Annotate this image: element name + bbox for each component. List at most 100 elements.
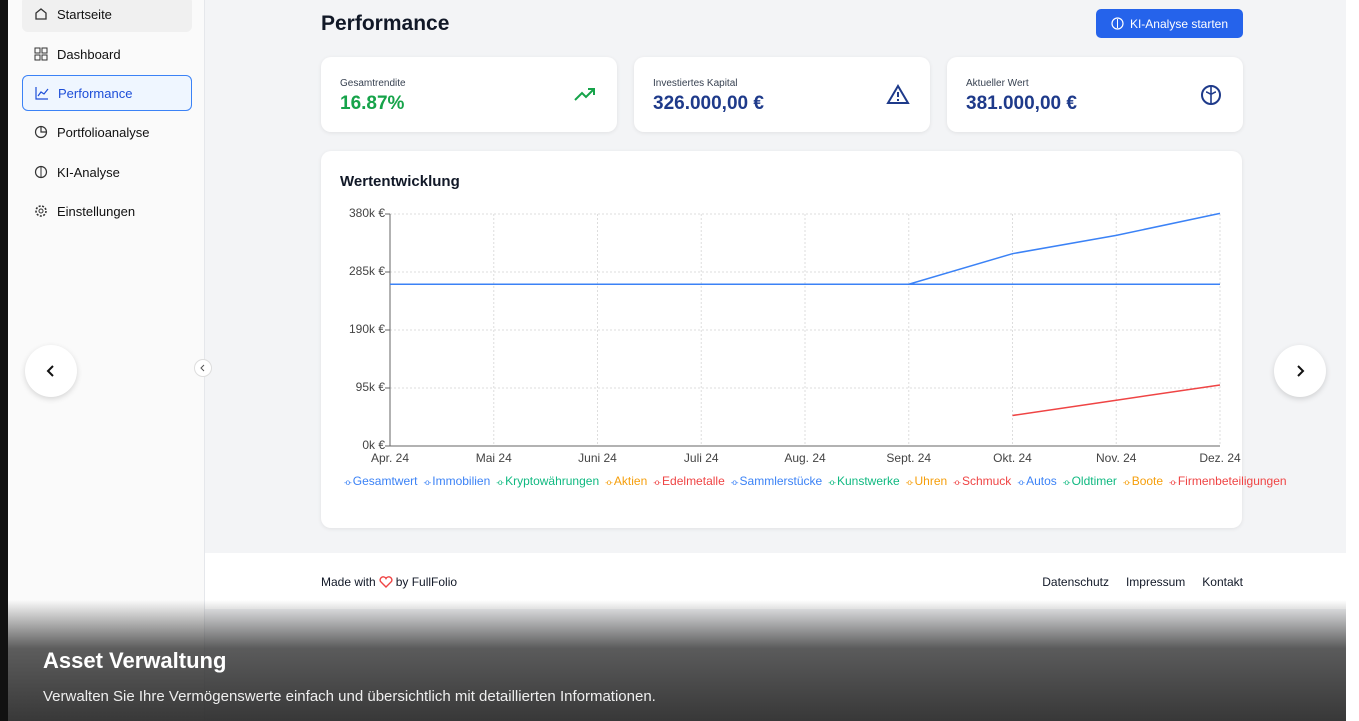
legend-label: Uhren: [914, 474, 948, 488]
chart-title: Wertentwicklung: [340, 173, 460, 190]
caption-title: Asset Verwaltung: [43, 648, 227, 673]
x-tick-label: Apr. 24: [371, 451, 409, 465]
legend-marker: -o-: [423, 478, 431, 487]
legend-marker: -o-: [344, 478, 352, 487]
legend-label: Boote: [1131, 474, 1164, 488]
legend-label: Edelmetalle: [662, 474, 725, 488]
legend-item[interactable]: -o- Kunstwerke: [828, 474, 899, 488]
frame-edge: [1346, 0, 1359, 721]
series-line: [1012, 384, 1221, 417]
series-line: [390, 212, 1221, 285]
nav-item[interactable]: Dashboard: [22, 36, 192, 72]
stat-label: Gesamtrendite: [340, 78, 406, 89]
legend-label: Immobilien: [432, 474, 491, 488]
icon: [574, 88, 595, 101]
legend-marker: -o-: [905, 478, 914, 487]
y-tick-label: 380k €: [349, 206, 385, 220]
caption-overlay: [8, 600, 1346, 721]
stat-card: Aktueller Wert 381.000,00 €: [947, 57, 1243, 132]
stat-value: 381.000,00 €: [966, 93, 1077, 114]
stat-card: Investiertes Kapital 326.000,00 €: [634, 57, 930, 132]
x-tick-label: Aug. 24: [784, 451, 826, 465]
legend-marker: -o-: [730, 478, 739, 487]
legend-label: Aktien: [613, 474, 648, 488]
chart-card: Wertentwicklung 0k € 95k € 190k € 285k € 380…: [321, 151, 1287, 528]
legend-item[interactable]: -o- Kryptowährungen: [496, 474, 599, 488]
legend-label: Oldtimer: [1071, 474, 1117, 488]
chart: 0k € 95k € 190k € 285k € 380k € Apr. 24 Mai 24…: [349, 206, 1241, 465]
caption-text: Verwalten Sie Ihre Vermögenswerte einfac…: [43, 688, 656, 705]
legend-label: Firmenbeteiligungen: [1177, 474, 1287, 488]
y-tick-label: 190k €: [349, 322, 385, 336]
footer-link[interactable]: Datenschutz: [1042, 575, 1109, 589]
legend-marker: -o-: [1169, 478, 1177, 487]
nav-label: KI-Analyse: [57, 164, 120, 180]
y-tick-label: 0k €: [362, 438, 385, 452]
legend-item[interactable]: -o- Aktien: [605, 474, 647, 488]
legend-label: Gesamtwert: [352, 474, 418, 488]
legend-item[interactable]: -o- Oldtimer: [1063, 474, 1117, 488]
x-tick-label: Juli 24: [684, 451, 719, 465]
legend-item[interactable]: -o- Autos: [1017, 474, 1056, 488]
stat-label: Investiertes Kapital: [653, 78, 738, 89]
x-tick-label: Okt. 24: [993, 451, 1032, 465]
y-tick-label: 95k €: [356, 380, 386, 394]
footer-text: Made with: [321, 575, 376, 589]
heart-icon: [379, 576, 393, 588]
x-tick-label: Mai 24: [476, 451, 512, 465]
legend-label: Autos: [1026, 474, 1057, 488]
legend-item[interactable]: -o- Gesamtwert: [344, 474, 417, 488]
footer-link[interactable]: Kontakt: [1202, 575, 1243, 589]
legend-marker: -o-: [1062, 478, 1071, 487]
nav-label: Einstellungen: [57, 203, 136, 219]
icon: [886, 84, 910, 104]
collapse-button[interactable]: [194, 359, 212, 377]
nav-item[interactable]: Startseite: [22, 0, 192, 32]
nav-label: Performance: [58, 85, 133, 101]
stat-value: 326.000,00 €: [653, 93, 764, 114]
x-tick-label: Nov. 24: [1096, 451, 1137, 465]
y-tick-label: 285k €: [349, 264, 385, 278]
legend-item[interactable]: -o- Schmuck: [953, 474, 1011, 488]
nav-label: Startseite: [57, 6, 112, 22]
nav-item[interactable]: Performance: [22, 75, 192, 111]
legend-marker: -o-: [953, 478, 961, 487]
nav-label: Portfolioanalyse: [57, 124, 150, 140]
frame-edge: [0, 0, 8, 721]
legend-marker: -o-: [653, 478, 661, 487]
stat-card: Gesamtrendite 16.87%: [321, 57, 617, 132]
icon: [1201, 85, 1221, 105]
next-button[interactable]: [1274, 345, 1326, 397]
nav-item[interactable]: Einstellungen: [22, 193, 192, 229]
legend-marker: -o-: [605, 478, 613, 487]
button-label: KI-Analyse starten: [1129, 16, 1229, 31]
x-tick-label: Juni 24: [578, 451, 617, 465]
legend-item[interactable]: -o- Edelmetalle: [653, 474, 724, 488]
legend-marker: -o-: [1017, 478, 1025, 487]
nav-item[interactable]: KI-Analyse: [22, 154, 192, 190]
legend-label: Kryptowährungen: [505, 474, 600, 488]
legend-item[interactable]: -o- Uhren: [906, 474, 947, 488]
legend-marker: -o-: [1122, 478, 1131, 487]
legend-item[interactable]: -o- Boote: [1123, 474, 1163, 488]
legend-item[interactable]: -o- Immobilien: [423, 474, 490, 488]
footer-link[interactable]: Impressum: [1125, 575, 1186, 589]
x-tick-label: Sept. 24: [886, 451, 931, 465]
ai-button[interactable]: KI-Analyse starten: [1096, 9, 1243, 38]
nav-label: Dashboard: [57, 46, 121, 62]
legend-item[interactable]: -o- Sammlerstücke: [731, 474, 822, 488]
legend: -o- Gesamtwert -o- Immobilien -o- Kryptowähru…: [341, 472, 1287, 492]
legend-label: Sammlerstücke: [739, 474, 823, 488]
stat-value: 16.87%: [340, 93, 405, 114]
page-title: Performance: [321, 12, 450, 35]
nav-item[interactable]: Portfolioanalyse: [22, 114, 192, 150]
footer: Made with by FullFolio Datenschutz Impress…: [205, 553, 1359, 609]
legend-marker: -o-: [828, 478, 836, 487]
footer-text: by FullFolio: [395, 575, 458, 589]
legend-label: Schmuck: [961, 474, 1012, 488]
legend-marker: -o-: [496, 478, 504, 487]
prev-button[interactable]: [25, 345, 77, 397]
x-tick-label: Dez. 24: [1199, 451, 1241, 465]
legend-item[interactable]: -o- Firmenbeteiligungen: [1169, 474, 1287, 488]
